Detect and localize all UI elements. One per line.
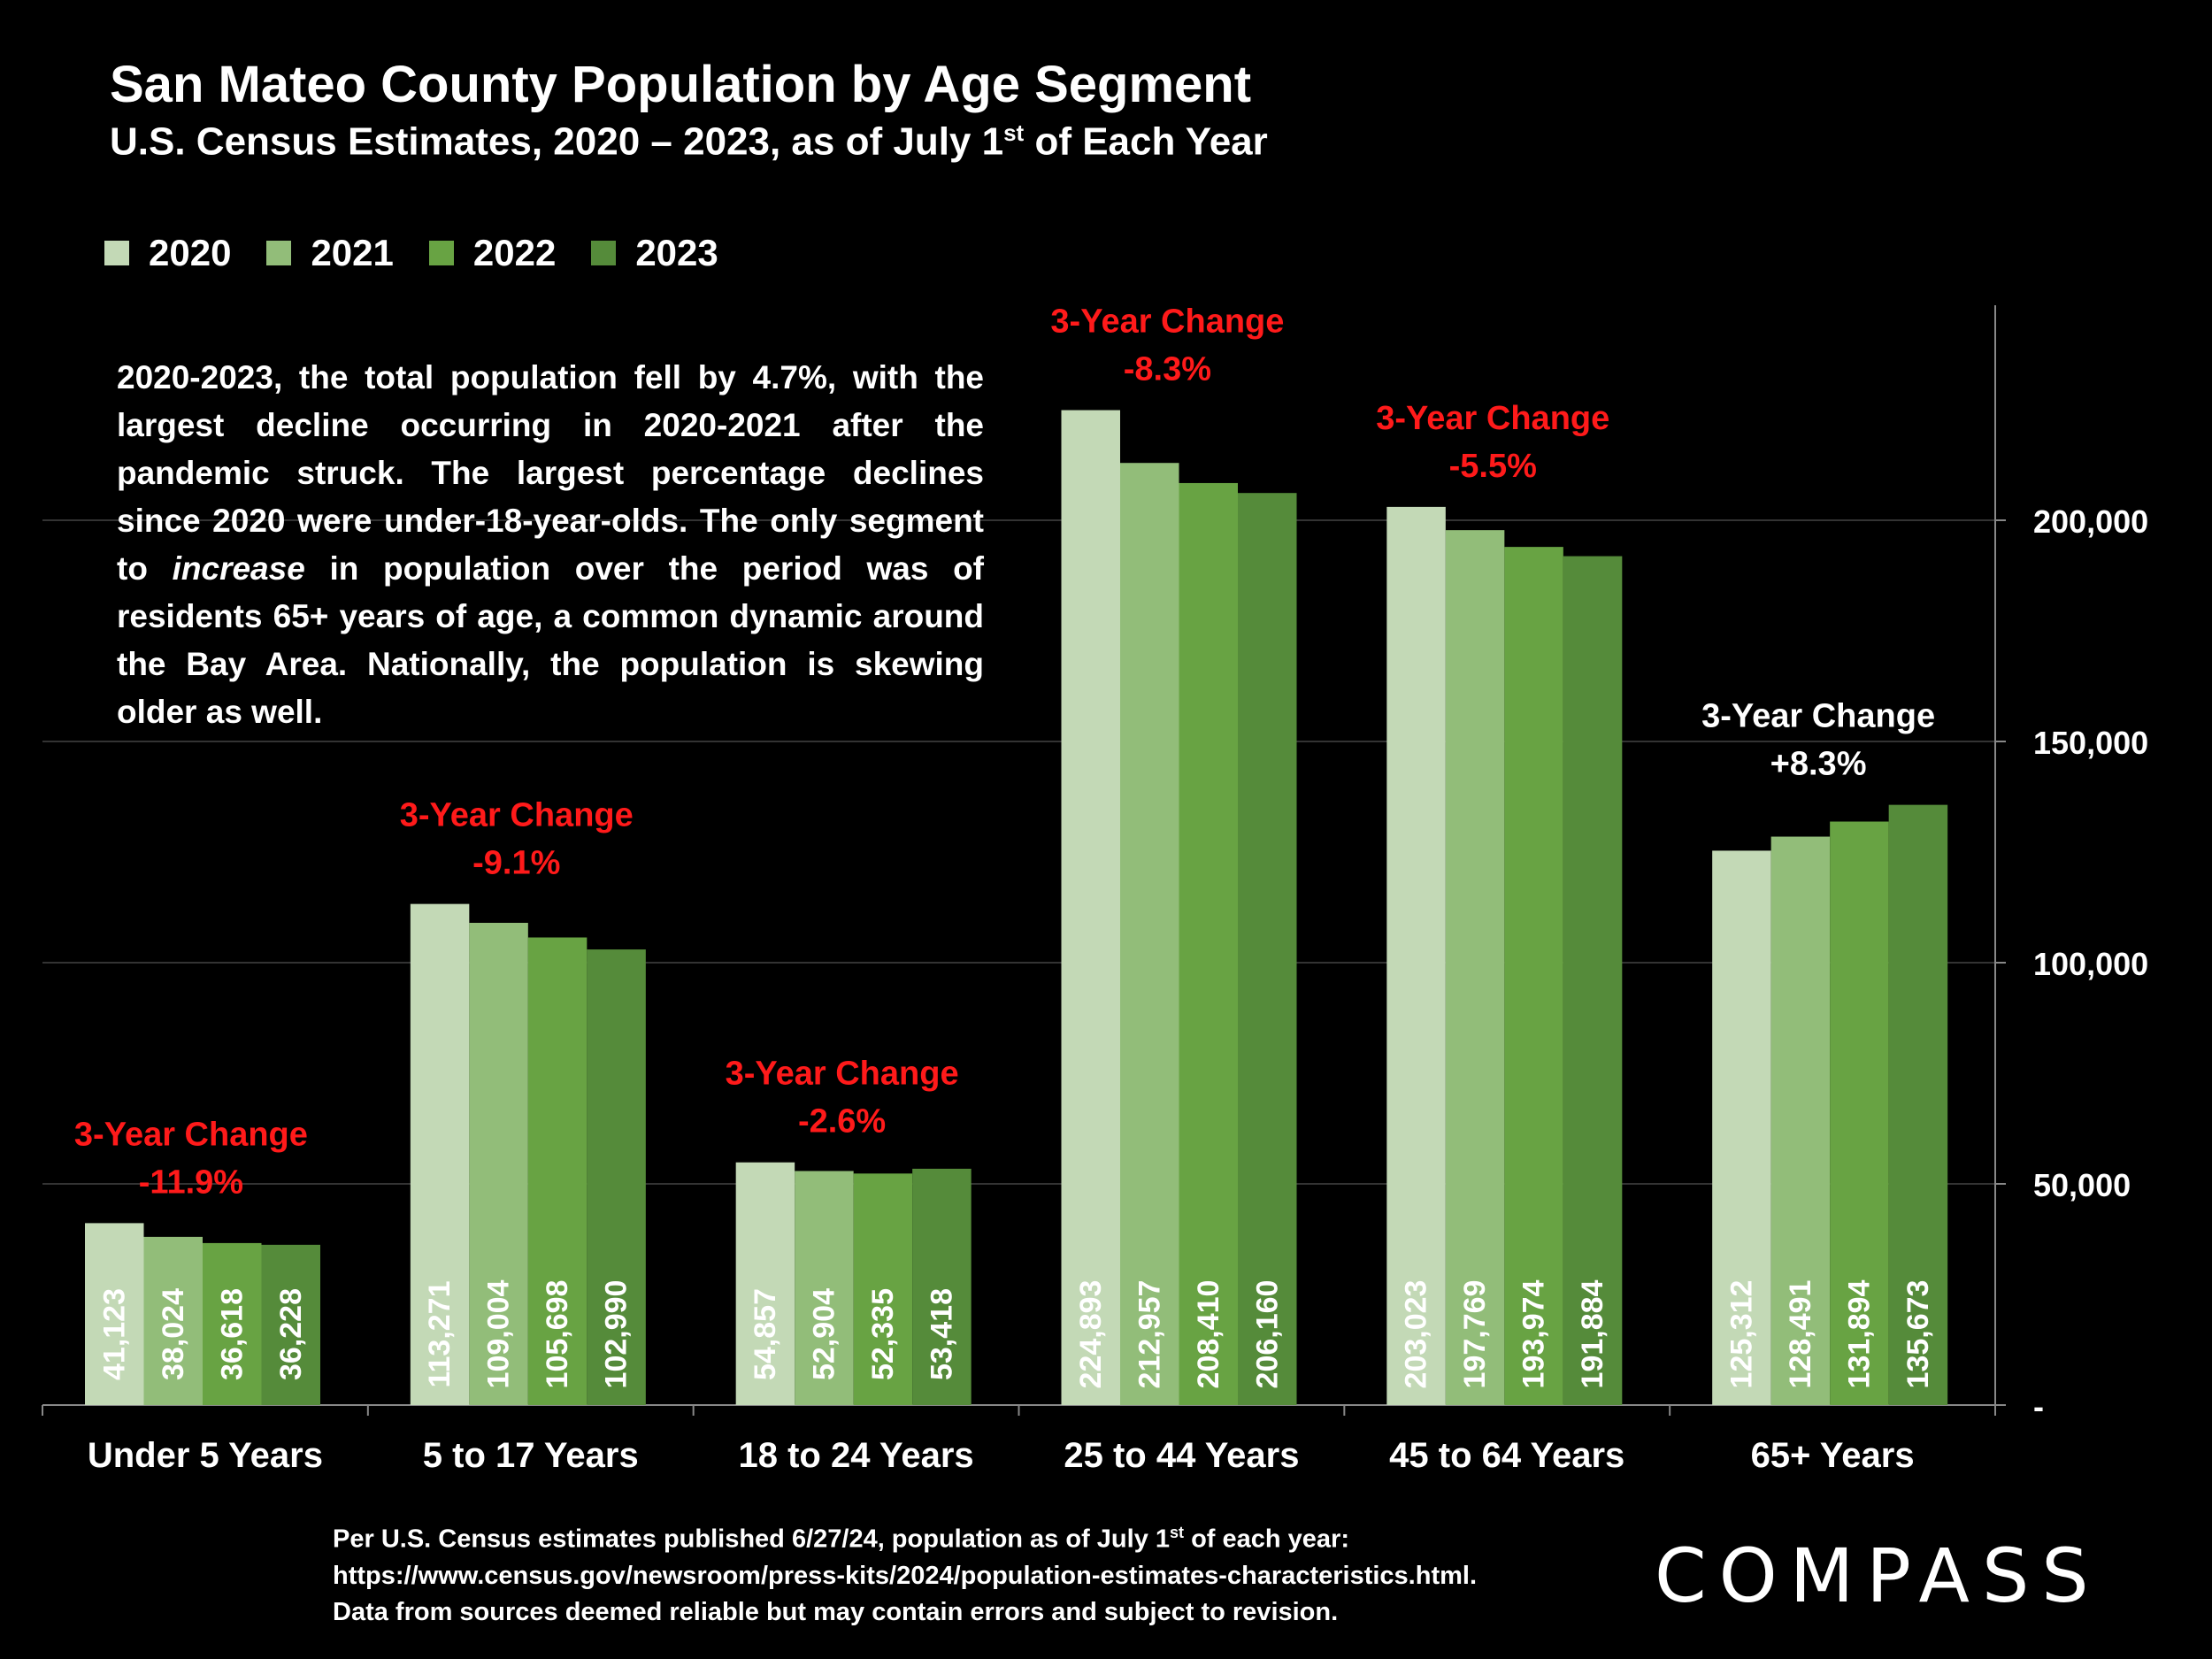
- bar: [1563, 556, 1623, 1405]
- change-annotation-label: 3-Year Change: [1376, 400, 1609, 437]
- change-annotation-label: 3-Year Change: [1050, 303, 1284, 341]
- bar: [1830, 821, 1889, 1405]
- bar: [1179, 482, 1238, 1406]
- change-annotation-value: -2.6%: [798, 1103, 886, 1141]
- legend-swatch-2023: [591, 241, 617, 265]
- bar: [469, 922, 528, 1405]
- change-annotation-label: 3-Year Change: [74, 1116, 308, 1153]
- bar-data-label: 36,618: [215, 1288, 249, 1380]
- chart-title: San Mateo County Population by Age Segme…: [110, 56, 1252, 113]
- change-annotation-value: -9.1%: [472, 845, 560, 882]
- bar-data-label: 131,894: [1842, 1279, 1876, 1388]
- change-annotation-value: +8.3%: [1770, 746, 1867, 783]
- compass-logo: COMPASS: [1655, 1532, 2101, 1619]
- bar-data-label: 53,418: [925, 1288, 958, 1380]
- bar: [1061, 410, 1120, 1405]
- y-tick-label: -: [2033, 1388, 2044, 1425]
- bar: [912, 1168, 972, 1405]
- x-tick-label: 25 to 44 Years: [1064, 1436, 1299, 1475]
- change-annotation-label: 3-Year Change: [1701, 698, 1935, 735]
- bar-data-label: 105,698: [541, 1280, 574, 1389]
- bar: [1770, 836, 1831, 1405]
- bar: [1238, 493, 1297, 1406]
- bar: [85, 1223, 144, 1405]
- x-tick-label: 45 to 64 Years: [1389, 1436, 1624, 1475]
- bar-data-label: 206,160: [1250, 1280, 1284, 1389]
- change-annotation-label: 3-Year Change: [400, 797, 634, 834]
- change-annotation-value: -8.3%: [1124, 351, 1211, 388]
- bar: [203, 1242, 262, 1405]
- bar: [143, 1236, 203, 1405]
- bar-data-label: 203,023: [1400, 1280, 1433, 1389]
- legend: 2020 2021 2022 2023: [104, 232, 718, 274]
- bar-data-label: 135,673: [1901, 1280, 1935, 1389]
- bar: [1120, 463, 1179, 1405]
- bar: [1445, 530, 1505, 1405]
- footnote-line-3: Data from sources deemed reliable but ma…: [333, 1597, 1339, 1626]
- bar: [1712, 850, 1771, 1405]
- bar-data-label: 197,769: [1458, 1280, 1492, 1389]
- legend-item-2020: 2020: [104, 232, 231, 274]
- bar-data-label: 36,228: [274, 1288, 308, 1380]
- bar-data-label: 41,123: [97, 1288, 131, 1380]
- legend-swatch-2020: [104, 241, 129, 265]
- y-tick-label: 100,000: [2033, 946, 2148, 982]
- bar: [1504, 547, 1563, 1405]
- y-tick-label: 200,000: [2033, 503, 2148, 540]
- legend-swatch-2021: [266, 241, 292, 265]
- bar-data-label: 52,904: [807, 1288, 841, 1380]
- x-tick-label: Under 5 Years: [88, 1436, 323, 1475]
- bar-data-label: 109,004: [482, 1279, 516, 1388]
- footnote-line-2: https://www.census.gov/newsroom/press-ki…: [333, 1561, 1478, 1590]
- bar: [795, 1171, 854, 1405]
- bar-data-label: 113,271: [423, 1280, 457, 1387]
- commentary-text: 2020-2023, the total population fell by …: [117, 359, 985, 730]
- source-footnote: Per U.S. Census estimates published 6/27…: [333, 1515, 1568, 1631]
- bar-data-label: 193,974: [1517, 1279, 1551, 1388]
- bar: [261, 1244, 320, 1405]
- bar-data-label: 125,312: [1724, 1280, 1758, 1389]
- bar-data-label: 191,884: [1576, 1279, 1609, 1388]
- bar: [410, 903, 470, 1405]
- bar-data-label: 224,893: [1074, 1280, 1108, 1389]
- change-annotation-value: -11.9%: [139, 1164, 243, 1201]
- legend-item-2021: 2021: [266, 232, 394, 274]
- x-tick-label: 65+ Years: [1751, 1436, 1915, 1475]
- x-tick-label: 18 to 24 Years: [739, 1436, 974, 1475]
- bar: [527, 937, 588, 1405]
- x-tick-label: 5 to 17 Years: [423, 1436, 639, 1475]
- bar-data-label: 54,857: [749, 1288, 782, 1380]
- bar-data-label: 38,024: [157, 1288, 190, 1380]
- legend-item-2023: 2023: [591, 232, 718, 274]
- bar: [1888, 804, 1948, 1405]
- legend-swatch-2022: [428, 241, 454, 265]
- bar: [587, 949, 646, 1405]
- bar: [735, 1162, 795, 1405]
- bar-data-label: 102,990: [600, 1280, 634, 1389]
- bar-data-label: 52,335: [866, 1288, 900, 1380]
- y-tick-label: 50,000: [2033, 1167, 2131, 1203]
- footnote-line-1: Per U.S. Census estimates published 6/27…: [333, 1524, 1350, 1554]
- bar: [853, 1173, 913, 1405]
- bar-data-label: 208,410: [1192, 1280, 1225, 1389]
- change-annotation-value: -5.5%: [1449, 448, 1537, 485]
- bar-data-label: 128,491: [1784, 1280, 1817, 1389]
- chart-subtitle: U.S. Census Estimates, 2020 – 2023, as o…: [110, 119, 1268, 164]
- change-annotation-label: 3-Year Change: [726, 1056, 959, 1093]
- bar-data-label: 212,957: [1133, 1280, 1166, 1389]
- bar: [1386, 506, 1446, 1405]
- y-tick-label: 150,000: [2033, 725, 2148, 761]
- legend-item-2022: 2022: [428, 232, 556, 274]
